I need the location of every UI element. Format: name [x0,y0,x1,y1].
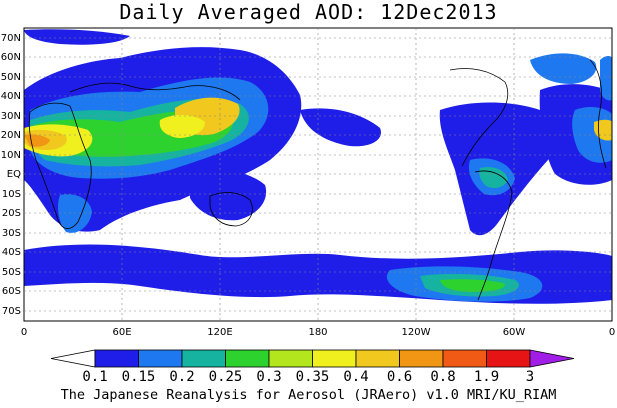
footer-credit: The Japanese Reanalysis for Aerosol (JRA… [60,387,557,403]
lon-label: 0 [21,327,27,338]
coastlines [28,59,607,301]
lon-label: 120W [402,327,431,338]
colorbar-label: 0.2 [169,369,194,385]
colorbar-label: 0.8 [430,369,455,385]
colorbar-label: 0.3 [256,369,281,385]
lat-label: 50S [2,267,21,278]
lon-gridlines [121,28,515,321]
colorbar-segment [94,349,139,368]
colorbar-segment [138,349,183,368]
colorbar-segment [486,349,531,368]
colorbar: 0.1 0.15 0.2 0.25 0.3 0.35 0.4 0.6 0.8 1.9 3 [50,349,575,385]
lat-label: 10S [2,189,21,200]
aod-region-north-pacific [300,108,381,147]
map-title: Daily Averaged AOD: 12Dec2013 [119,0,498,24]
colorbar-label: 3 [526,369,534,385]
colorbar-label: 0.25 [209,369,243,385]
lat-label: EQ [7,169,21,180]
colorbar-label: 0.4 [343,369,368,385]
lon-labels: 0 60E 120E 180 120W 60W 0 [21,327,615,338]
aod-region-north-america-w [530,53,597,84]
lat-label: 70N [1,33,21,44]
lon-label: 180 [308,327,327,338]
aod-region-south-africa [58,194,92,233]
lon-label: 0 [609,327,615,338]
colorbar-segment [399,349,444,368]
lon-label: 60E [112,327,131,338]
colorbar-segment [50,349,96,368]
lat-label: 10N [1,150,21,161]
lat-label: 30N [1,111,21,122]
aod-region-americas-3 [479,167,508,188]
lat-label: 70S [2,306,21,317]
colorbar-segment [442,349,487,368]
aod-region-arctic [24,29,130,45]
colorbar-label: 0.15 [122,369,156,385]
aod-region-north-atlantic [600,56,612,101]
lat-label: 20N [1,130,21,141]
colorbar-segment [268,349,313,368]
lat-labels: 70N 60N 50N 40N 30N 20N 10N EQ 10S 20S 3… [1,33,21,317]
colorbar-label: 1.9 [474,369,499,385]
lat-label: 20S [2,208,21,219]
lon-label: 120E [207,327,232,338]
aod-region-east-asia-2 [159,114,205,138]
lon-label: 60W [503,327,526,338]
colorbar-segment [355,349,400,368]
colorbar-label: 0.35 [296,369,330,385]
aod-region-maritime [190,168,267,221]
colorbar-segment [529,349,575,368]
aod-field [24,29,612,304]
colorbar-segment [181,349,226,368]
lat-label: 40N [1,91,21,102]
colorbar-label: 0.1 [82,369,107,385]
lat-label: 40S [2,247,21,258]
colorbar-label: 0.6 [387,369,412,385]
lat-label: 30S [2,228,21,239]
lat-label: 50N [1,72,21,83]
colorbar-segment [312,349,357,368]
aod-region-southern-ocean-4 [440,279,505,292]
colorbar-segment [225,349,270,368]
lat-label: 60N [1,52,21,63]
lat-label: 60S [2,286,21,297]
